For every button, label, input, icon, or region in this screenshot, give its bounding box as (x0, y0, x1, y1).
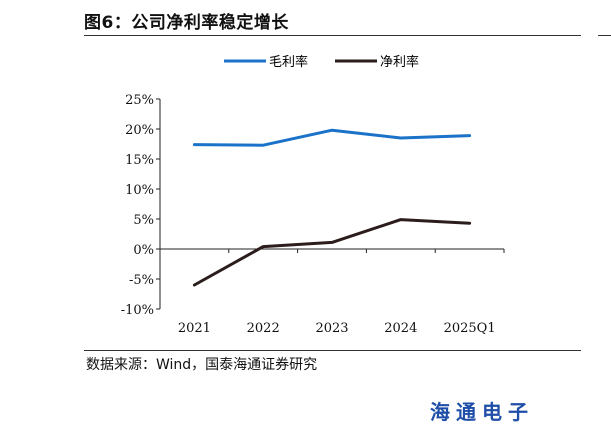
y-tick-label: -10% (121, 303, 154, 318)
series-line-net-margin (192, 218, 472, 287)
x-tick-label: 2024 (384, 321, 417, 336)
legend-label-net-margin: 净利率 (380, 54, 419, 70)
legend-label-gross-margin: 毛利率 (269, 54, 308, 70)
bottom-rule (84, 350, 581, 351)
series-line-gross-margin (192, 128, 472, 147)
top-rule (84, 35, 581, 36)
legend: 毛利率 净利率 (224, 54, 419, 70)
source-note: 数据来源：Wind，国泰海通证券研究 (86, 357, 318, 373)
brand-watermark: 海通电子 (430, 400, 534, 424)
x-tick-label: 2022 (247, 321, 280, 336)
x-tick-label: 2023 (315, 321, 348, 336)
y-tick-label: 5% (133, 213, 154, 228)
series-group (192, 128, 472, 287)
y-axis: 25% 20% 15% 10% 5% 0% -5% -10% (121, 93, 161, 318)
y-tick-label: 25% (125, 93, 154, 108)
y-tick-label: -5% (129, 273, 154, 288)
y-tick-label: 10% (125, 183, 154, 198)
y-tick-label: 15% (125, 153, 154, 168)
x-tick-label: 2025Q1 (444, 321, 496, 336)
x-axis: 2021 2022 2023 2024 2025Q1 (159, 248, 505, 336)
figure-title: 图6：公司净利率稳定增长 (84, 13, 289, 33)
y-tick-label: 20% (125, 123, 154, 138)
line-chart: 毛利率 净利率 25% 20% 15% 10% 5% 0% -5% -10% 2021 2022… (121, 54, 505, 336)
y-tick-label: 0% (133, 243, 154, 258)
right-edge-rule (598, 35, 611, 36)
x-tick-label: 2021 (178, 321, 211, 336)
